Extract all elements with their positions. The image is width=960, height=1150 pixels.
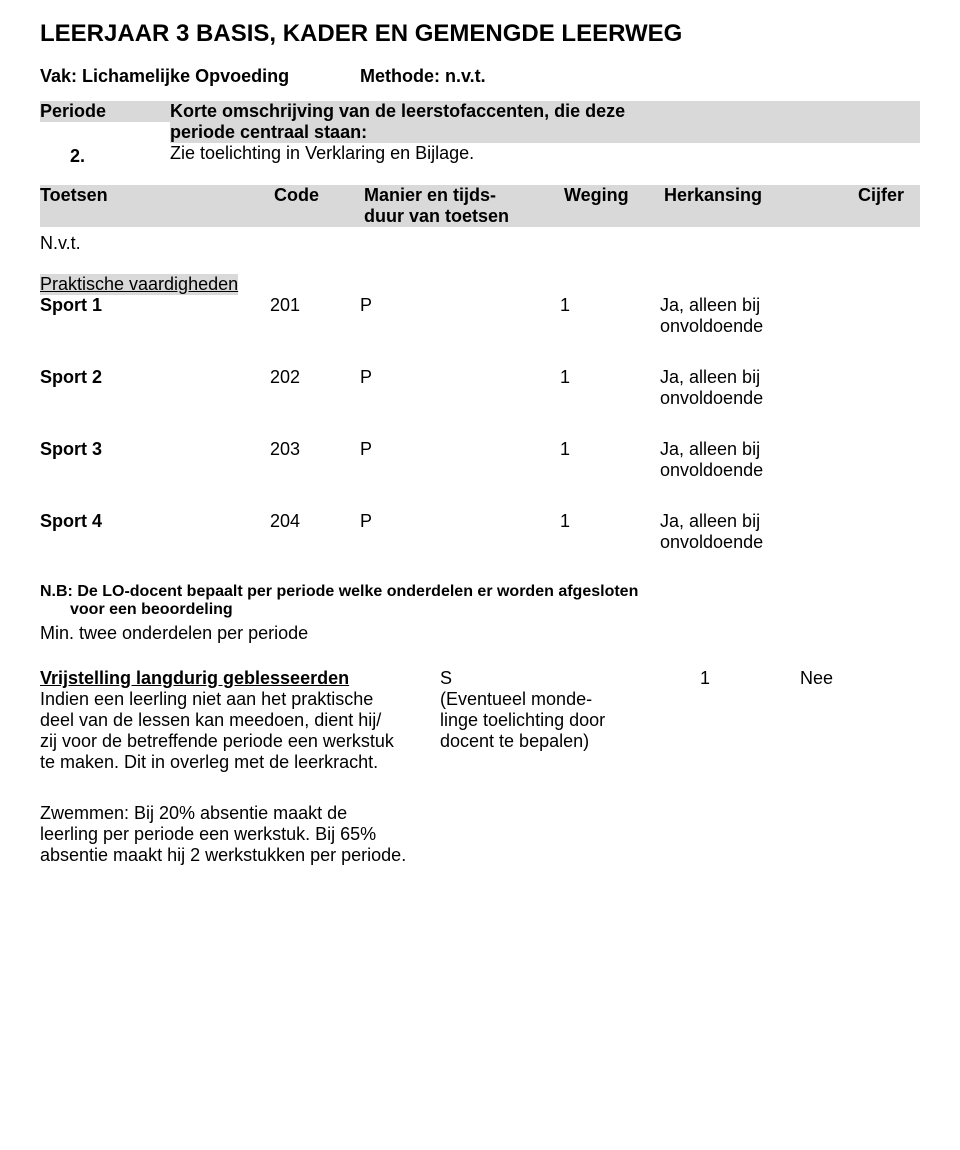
sport-code: 203 (270, 439, 360, 481)
sport-code: 201 (270, 295, 360, 337)
nb-line2: voor een beoordeling (40, 601, 920, 619)
periode-block: Periode 2. Korte omschrijving van de lee… (40, 101, 920, 167)
min-line: Min. twee onderdelen per periode (40, 623, 920, 644)
vrij-header-row: Vrijstelling langdurig geblesseerden S 1… (40, 668, 920, 689)
sport-weging: 1 (560, 295, 660, 337)
zwem-1: Zwemmen: Bij 20% absentie maakt de (40, 803, 920, 824)
sport-manier: P (360, 511, 560, 553)
nvt-text: N.v.t. (40, 233, 920, 254)
sports-list: Sport 1201P1Ja, alleen bijonvoldoendeSpo… (40, 295, 920, 553)
header-toetsen: Toetsen (40, 185, 274, 227)
vrij-right-line: linge toelichting door (440, 710, 605, 731)
subject-row: Vak: Lichamelijke Opvoeding Methode: n.v… (40, 66, 920, 87)
vrij-body-row: zij voor de betreffende periode een werk… (40, 731, 920, 752)
sport-herk: Ja, alleen bijonvoldoende (660, 295, 820, 337)
sport-code: 204 (270, 511, 360, 553)
sport-name: Sport 2 (40, 367, 270, 409)
toetsen-header: Toetsen Code Manier en tijds- duur van t… (40, 185, 920, 227)
sport-manier: P (360, 367, 560, 409)
sport-weging: 1 (560, 511, 660, 553)
vrij-body-row: Indien een leerling niet aan het praktis… (40, 689, 920, 710)
vrij-body: Indien een leerling niet aan het praktis… (40, 689, 920, 773)
sport-herk: Ja, alleen bijonvoldoende (660, 439, 820, 481)
pv-heading: Praktische vaardigheden (40, 274, 238, 295)
vrij-weg: 1 (700, 668, 800, 689)
sport-row: Sport 2202P1Ja, alleen bijonvoldoende (40, 367, 920, 409)
sport-herk: Ja, alleen bijonvoldoende (660, 367, 820, 409)
periode-desc: Korte omschrijving van de leerstofaccent… (170, 101, 920, 164)
vrij-body-row: deel van de lessen kan meedoen, dient hi… (40, 710, 920, 731)
vrij-left-line: deel van de lessen kan meedoen, dient hi… (40, 710, 440, 731)
header-manier: Manier en tijds- duur van toetsen (364, 185, 564, 227)
zwem-block: Zwemmen: Bij 20% absentie maakt de leerl… (40, 803, 920, 866)
vrij-body-row: te maken. Dit in overleg met de leerkrac… (40, 752, 920, 773)
sport-weging: 1 (560, 367, 660, 409)
page-title: LEERJAAR 3 BASIS, KADER EN GEMENGDE LEER… (40, 20, 920, 48)
sport-row: Sport 3203P1Ja, alleen bijonvoldoende (40, 439, 920, 481)
periode-desc-line2: periode centraal staan: (170, 122, 920, 143)
sport-name: Sport 3 (40, 439, 270, 481)
vrij-mid: S (440, 668, 700, 689)
sport-weging: 1 (560, 439, 660, 481)
vrij-left-line: Indien een leerling niet aan het praktis… (40, 689, 440, 710)
periode-desc-line3: Zie toelichting in Verklaring en Bijlage… (170, 143, 920, 164)
sport-row: Sport 4204P1Ja, alleen bijonvoldoende (40, 511, 920, 553)
vrij-right-line: docent te bepalen) (440, 731, 589, 752)
vrij-right-line: (Eventueel monde- (440, 689, 592, 710)
nb-line1: N.B: De LO-docent bepaalt per periode we… (40, 583, 920, 601)
vrij-label: Vrijstelling langdurig geblesseerden (40, 668, 440, 689)
periode-number: 2. (40, 146, 170, 167)
sport-manier: P (360, 295, 560, 337)
vrij-herk: Nee (800, 668, 920, 689)
nb-block: N.B: De LO-docent bepaalt per periode we… (40, 583, 920, 619)
method-label: Methode: n.v.t. (360, 66, 486, 87)
subject-label: Vak: Lichamelijke Opvoeding (40, 66, 360, 87)
header-manier-2: duur van toetsen (364, 206, 509, 226)
periode-left: Periode 2. (40, 101, 170, 167)
header-manier-1: Manier en tijds- (364, 185, 496, 205)
sport-name: Sport 1 (40, 295, 270, 337)
sport-row: Sport 1201P1Ja, alleen bijonvoldoende (40, 295, 920, 337)
header-weging: Weging (564, 185, 664, 227)
header-code: Code (274, 185, 364, 227)
zwem-2: leerling per periode een werkstuk. Bij 6… (40, 824, 920, 845)
periode-desc-line1: Korte omschrijving van de leerstofaccent… (170, 101, 920, 122)
sport-code: 202 (270, 367, 360, 409)
periode-label: Periode (40, 101, 170, 122)
zwem-3: absentie maakt hij 2 werkstukken per per… (40, 845, 920, 866)
vrij-left-line: zij voor de betreffende periode een werk… (40, 731, 440, 752)
header-cijfer: Cijfer (824, 185, 904, 227)
sport-manier: P (360, 439, 560, 481)
sport-name: Sport 4 (40, 511, 270, 553)
vrij-left-line: te maken. Dit in overleg met de leerkrac… (40, 752, 440, 773)
sport-herk: Ja, alleen bijonvoldoende (660, 511, 820, 553)
header-herkansing: Herkansing (664, 185, 824, 227)
